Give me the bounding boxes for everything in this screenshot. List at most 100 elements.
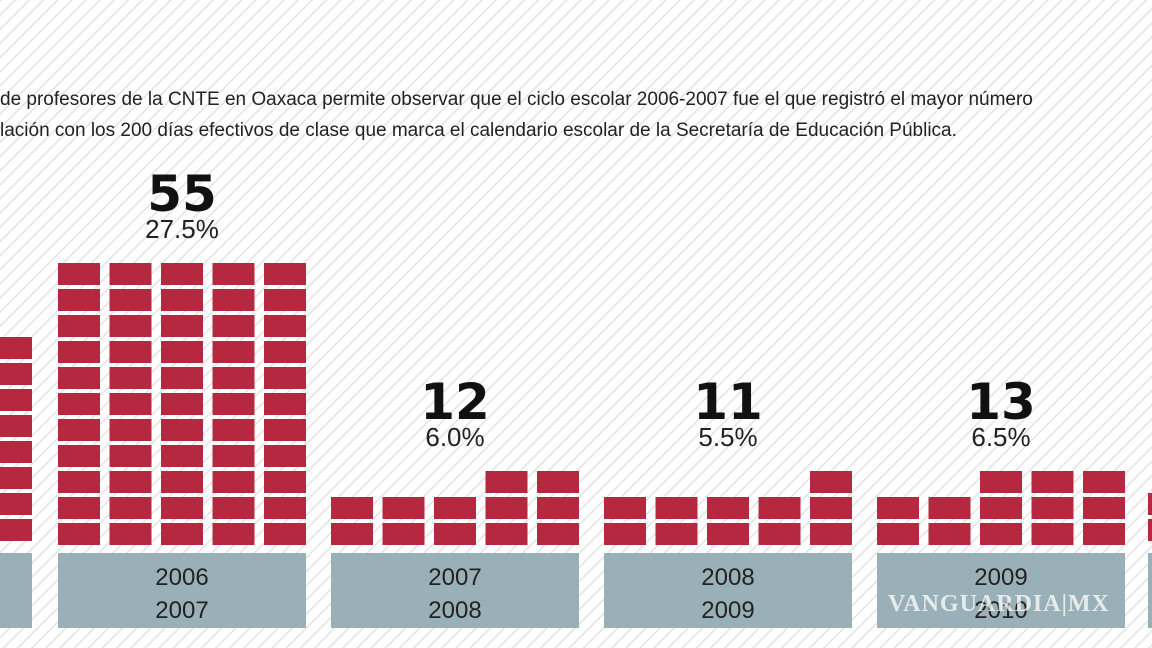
day-block (212, 367, 255, 389)
value-label: 13 (966, 373, 1036, 431)
day-block (707, 523, 749, 545)
day-block (264, 497, 306, 519)
day-block (212, 289, 255, 311)
day-block (212, 445, 255, 467)
day-block (434, 497, 476, 519)
day-block (1031, 497, 1074, 519)
category-label: 2008 (428, 597, 481, 624)
day-block (212, 263, 255, 285)
day-block (58, 419, 100, 441)
day-block (655, 523, 698, 545)
day-block (264, 341, 306, 363)
day-block (707, 497, 749, 519)
category-label: 2006 (155, 564, 208, 591)
category-box (877, 553, 1125, 628)
category-box (58, 553, 306, 628)
day-block (109, 471, 152, 493)
category-label: 2010 (974, 597, 1027, 624)
day-block (161, 497, 203, 519)
day-block (877, 523, 919, 545)
day-block (877, 497, 919, 519)
value-label: 12 (420, 373, 490, 431)
day-block (655, 497, 698, 519)
share-label: 5.5% (698, 422, 757, 452)
day-block (1031, 471, 1074, 493)
day-block (58, 471, 100, 493)
day-block (264, 471, 306, 493)
category-label: 2009 (974, 564, 1027, 591)
cut-off-group (0, 337, 1152, 628)
day-block (109, 263, 152, 285)
day-block (382, 523, 425, 545)
category-label: 2007 (155, 597, 208, 624)
day-block (58, 315, 100, 337)
day-block (212, 315, 255, 337)
day-block (58, 289, 100, 311)
day-block (928, 523, 971, 545)
day-block (212, 523, 255, 545)
day-block (161, 445, 203, 467)
day-block (58, 393, 100, 415)
day-block (604, 523, 646, 545)
day-block (434, 523, 476, 545)
intro-line: de profesores de la CNTE en Oaxaca permi… (0, 89, 1033, 110)
category-label: 2007 (428, 564, 481, 591)
day-block (928, 497, 971, 519)
day-block (212, 341, 255, 363)
day-block (58, 445, 100, 467)
day-block (161, 393, 203, 415)
day-block (980, 471, 1022, 493)
day-block (58, 263, 100, 285)
category-box (331, 553, 579, 628)
day-block (58, 341, 100, 363)
day-block (264, 523, 306, 545)
category-label: 2009 (701, 597, 754, 624)
day-block (161, 263, 203, 285)
day-block (212, 497, 255, 519)
day-block (810, 471, 852, 493)
day-block (161, 471, 203, 493)
day-block (485, 471, 528, 493)
day-block (1083, 471, 1125, 493)
day-block (1083, 523, 1125, 545)
day-block (109, 393, 152, 415)
day-block (264, 419, 306, 441)
day-block (109, 419, 152, 441)
value-label: 11 (693, 373, 763, 431)
day-block (331, 523, 373, 545)
day-block (109, 497, 152, 519)
day-block (1083, 497, 1125, 519)
day-block (212, 419, 255, 441)
day-block (537, 497, 579, 519)
share-label: 6.0% (425, 422, 484, 452)
day-block (810, 523, 852, 545)
day-block (161, 289, 203, 311)
category-label: 2008 (701, 564, 754, 591)
day-block (1031, 523, 1074, 545)
day-block (58, 523, 100, 545)
day-block (58, 497, 100, 519)
day-block (485, 497, 528, 519)
day-block (485, 523, 528, 545)
day-block (264, 445, 306, 467)
day-block (264, 367, 306, 389)
day-block (264, 289, 306, 311)
day-block (810, 497, 852, 519)
day-block (212, 471, 255, 493)
day-block (758, 523, 801, 545)
day-block (109, 289, 152, 311)
day-block (537, 523, 579, 545)
watermark: VANGUARDIA|MX (888, 591, 1110, 617)
day-block (264, 393, 306, 415)
share-label: 27.5% (145, 214, 219, 244)
intro-line: lación con los 200 días efectivos de cla… (0, 120, 957, 141)
day-block (109, 445, 152, 467)
day-block (109, 523, 152, 545)
day-block (604, 497, 646, 519)
day-block (109, 341, 152, 363)
share-label: 6.5% (971, 422, 1030, 452)
day-block (758, 497, 801, 519)
day-block (161, 419, 203, 441)
day-block (382, 497, 425, 519)
